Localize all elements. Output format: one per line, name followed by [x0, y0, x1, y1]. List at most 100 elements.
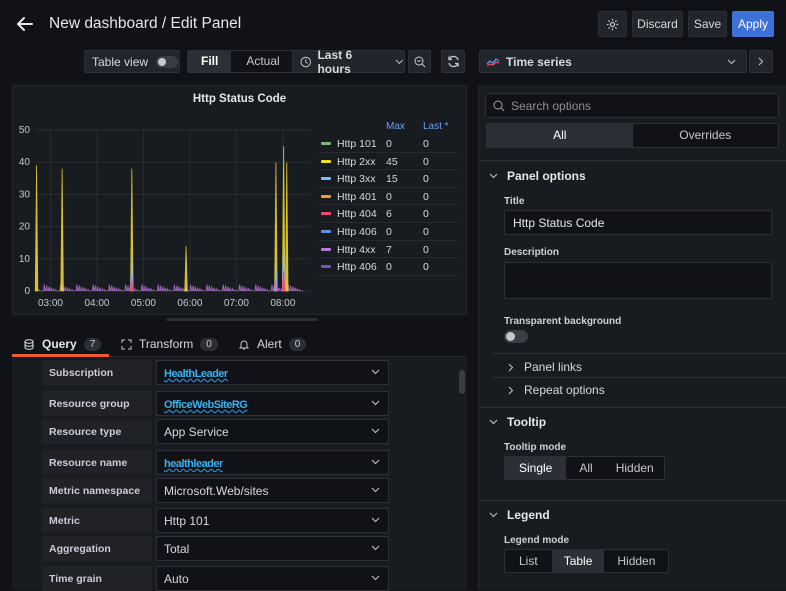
tab-all[interactable]: All: [487, 124, 633, 147]
save-button[interactable]: Save: [688, 11, 727, 37]
tab-query[interactable]: Query 7: [24, 337, 102, 351]
legend-row[interactable]: Http 3xx 15 0: [319, 170, 459, 188]
actual-option[interactable]: Actual: [246, 54, 280, 68]
query-field-select[interactable]: healthleader: [156, 450, 389, 475]
refresh-button[interactable]: [441, 50, 465, 73]
legend-series-name[interactable]: Http 401: [337, 190, 377, 203]
description-textarea[interactable]: [504, 262, 772, 299]
legend-row[interactable]: Http 406 0 0: [319, 223, 459, 241]
divider: [492, 353, 786, 354]
legend-last-value: 0: [423, 226, 429, 238]
tooltip-label: Tooltip: [507, 415, 547, 429]
chevron-right-icon: [758, 57, 764, 66]
query-field-label: Resource type: [42, 419, 152, 444]
fill-option[interactable]: Fill: [188, 51, 232, 72]
tab-alert[interactable]: Alert 0: [239, 337, 307, 351]
query-field-label: Subscription: [42, 360, 152, 385]
legend-series-name[interactable]: Http 101: [337, 138, 377, 150]
collapse-options-button[interactable]: [749, 50, 773, 73]
query-field-label: Time grain: [42, 566, 152, 591]
legend-last-value: 0: [423, 208, 429, 221]
search-placeholder: Search options: [511, 98, 592, 113]
tooltip-header[interactable]: Tooltip: [489, 415, 546, 429]
query-editor: Subscription HealthLeader Resource group Of…: [12, 358, 467, 591]
y-axis-tick-label: 40: [19, 157, 31, 168]
tooltip-mode-hidden[interactable]: Hidden: [615, 461, 654, 475]
query-field-select[interactable]: App Service: [156, 419, 389, 444]
chevron-down-icon: [371, 369, 380, 375]
time-series-icon: [486, 58, 500, 67]
legend-series-name[interactable]: Http 4xx: [337, 243, 376, 256]
query-field-select[interactable]: Auto: [156, 566, 389, 591]
legend-mode-hidden[interactable]: Hidden: [617, 554, 656, 568]
divider: [480, 407, 786, 408]
settings-button[interactable]: [598, 11, 627, 37]
query-field-select[interactable]: HealthLeader: [156, 360, 389, 385]
tooltip-mode-label: Tooltip mode: [504, 442, 567, 453]
legend-header[interactable]: Legend: [489, 508, 550, 522]
chevron-down-icon: [371, 487, 380, 493]
panel-options-header[interactable]: Panel options: [489, 169, 586, 183]
transparent-switch[interactable]: [504, 330, 528, 343]
back-arrow-icon[interactable]: [16, 15, 34, 33]
chevron-down-icon: [371, 400, 380, 406]
legend-mode-list[interactable]: List: [519, 554, 538, 568]
legend-series-name[interactable]: Http 2xx: [337, 155, 376, 168]
legend-max-value: 0: [386, 190, 392, 203]
series-spike: [285, 162, 289, 292]
legend-row[interactable]: Http 2xx 45 0: [319, 153, 459, 171]
legend-header-max[interactable]: Max: [386, 121, 405, 132]
query-field-select[interactable]: OfficeWebSiteRG: [156, 391, 389, 416]
legend-label: Legend: [507, 508, 550, 522]
discard-button[interactable]: Discard: [632, 11, 683, 37]
legend-max-value: 7: [386, 243, 392, 256]
query-field-select[interactable]: Http 101: [156, 508, 389, 533]
title-input[interactable]: Http Status Code: [504, 210, 772, 235]
tab-transform[interactable]: Transform 0: [121, 337, 218, 351]
time-range-value: Last 6 hours: [317, 47, 353, 76]
top-bar: New dashboard / Edit Panel Discard Save …: [0, 0, 786, 48]
zoom-out-button[interactable]: [408, 50, 431, 73]
legend-max-value: 0: [386, 261, 392, 274]
tooltip-mode-single[interactable]: Single: [505, 457, 567, 479]
tab-overrides[interactable]: Overrides: [679, 128, 732, 142]
panel-preview: Http Status Code 0 10 20 30 40 50 03:00 04:00 0…: [12, 85, 467, 321]
vertical-scrollbar[interactable]: [459, 370, 465, 394]
horizontal-scrollbar[interactable]: [166, 318, 318, 321]
panel-links-header[interactable]: Panel links: [508, 360, 582, 374]
legend-row[interactable]: Http 101 0 0: [319, 135, 459, 153]
legend-mode-table[interactable]: Table: [551, 550, 605, 572]
legend-row[interactable]: Http 4xx 7 0: [319, 241, 459, 259]
legend-mode-label: Legend mode: [504, 535, 570, 546]
panel-options-label: Panel options: [507, 169, 586, 183]
repeat-options-header[interactable]: Repeat options: [508, 383, 605, 397]
table-view-toggle[interactable]: Table view: [84, 50, 180, 73]
legend-row[interactable]: Http 404 6 0: [319, 205, 459, 223]
active-tab-underline: [12, 354, 109, 357]
panel-links-label: Panel links: [524, 360, 583, 374]
time-series-chart: 0 10 20 30 40 50 03:00 04:00 05:00 06:00 07:00 08:…: [19, 125, 310, 309]
query-field-select[interactable]: Total: [156, 536, 389, 561]
query-field-value: Microsoft.Web/sites: [164, 484, 269, 498]
table-view-switch[interactable]: [156, 55, 179, 68]
query-field-value: Http 101: [164, 514, 210, 528]
search-icon: [493, 100, 505, 111]
query-field-select[interactable]: Microsoft.Web/sites: [156, 478, 389, 503]
legend-series-name[interactable]: Http 406: [337, 261, 377, 274]
description-label: Description: [504, 247, 560, 258]
tooltip-mode-all[interactable]: All: [579, 461, 593, 475]
search-options-input[interactable]: Search options: [485, 93, 779, 118]
legend-row[interactable]: Http 401 0 0: [319, 188, 459, 206]
legend-last-value: 0: [423, 138, 429, 150]
chevron-right-icon: [508, 386, 514, 394]
legend-color-swatch: [321, 159, 331, 163]
legend-series-name[interactable]: Http 3xx: [337, 173, 376, 186]
time-range-picker[interactable]: Last 6 hours: [292, 47, 405, 76]
legend-series-name[interactable]: Http 406: [337, 226, 377, 238]
visualization-picker[interactable]: Time series: [479, 50, 747, 73]
legend-color-swatch: [321, 194, 331, 198]
apply-button[interactable]: Apply: [732, 11, 774, 37]
legend-row[interactable]: Http 406 0 0: [319, 258, 459, 276]
legend-header-last[interactable]: Last *: [423, 121, 449, 132]
legend-series-name[interactable]: Http 404: [337, 208, 377, 221]
